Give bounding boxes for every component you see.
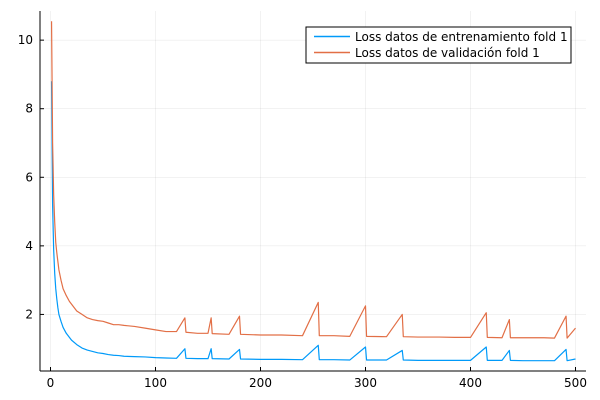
- y-tick-label: 4: [25, 239, 33, 253]
- series-line-training: [50, 81, 576, 362]
- axes: [39, 11, 586, 372]
- y-tick-label: 6: [25, 170, 33, 184]
- legend: Loss datos de entrenamiento fold 1 Loss …: [305, 26, 572, 64]
- legend-label-validation: Loss datos de validación fold 1: [355, 46, 540, 60]
- legend-label-training: Loss datos de entrenamiento fold 1: [355, 30, 568, 44]
- tick-labels: 0 100 200 300 400 500 2 4 6 8 10: [18, 33, 587, 390]
- series-lines: [50, 21, 576, 362]
- x-tick-label: 300: [354, 376, 377, 390]
- x-tick-label: 200: [249, 376, 272, 390]
- y-tick-label: 2: [25, 307, 33, 321]
- legend-box: [305, 26, 572, 64]
- series-line-validation: [50, 21, 576, 339]
- x-tick-label: 400: [459, 376, 482, 390]
- grid-lines: [40, 11, 586, 371]
- y-tick-label: 8: [25, 102, 33, 116]
- x-tick-label: 500: [564, 376, 587, 390]
- y-tick-label: 10: [18, 33, 33, 47]
- x-tick-label: 0: [47, 376, 55, 390]
- x-tick-label: 100: [144, 376, 167, 390]
